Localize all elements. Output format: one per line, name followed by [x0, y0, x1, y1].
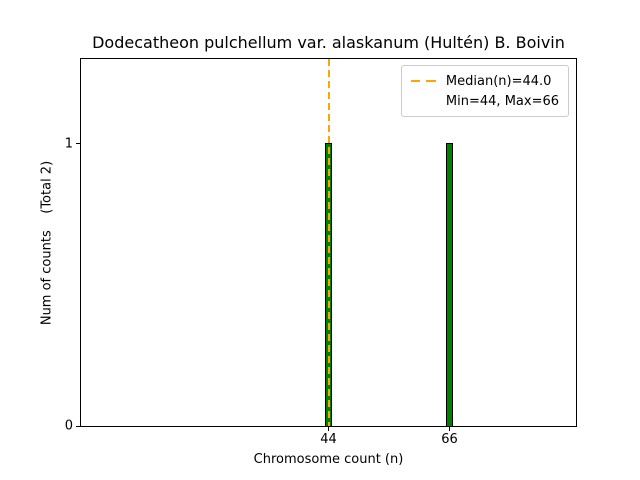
x-tick-label: 66 [441, 432, 458, 447]
median-dashed-line-icon [410, 80, 436, 82]
legend-label: Min=44, Max=66 [445, 93, 559, 109]
y-tick-label: 0 [64, 418, 73, 434]
legend-row: Min=44, Max=66 [411, 91, 559, 111]
legend-empty-sample [411, 100, 436, 102]
x-tick [449, 427, 450, 431]
bar [446, 142, 453, 426]
y-tick [76, 143, 80, 145]
plot-area: 0 1 44 66 Median(n)=44.0 Min=44, Max=66 [65, 58, 577, 446]
y-axis-label: Num of counts (Total 2) [39, 160, 55, 326]
y-tick [76, 425, 80, 427]
x-axis-label: Chromosome count (n) [253, 452, 404, 467]
legend-row: Median(n)=44.0 [410, 71, 559, 91]
legend-label: Median(n)=44.0 [445, 73, 552, 89]
y-tick-label: 1 [64, 136, 73, 152]
median-line [327, 59, 330, 426]
x-tick-label: 44 [320, 432, 337, 447]
chart-title: Dodecatheon pulchellum var. alaskanum (H… [92, 33, 565, 52]
x-tick [328, 427, 329, 431]
legend: Median(n)=44.0 Min=44, Max=66 [400, 65, 569, 117]
